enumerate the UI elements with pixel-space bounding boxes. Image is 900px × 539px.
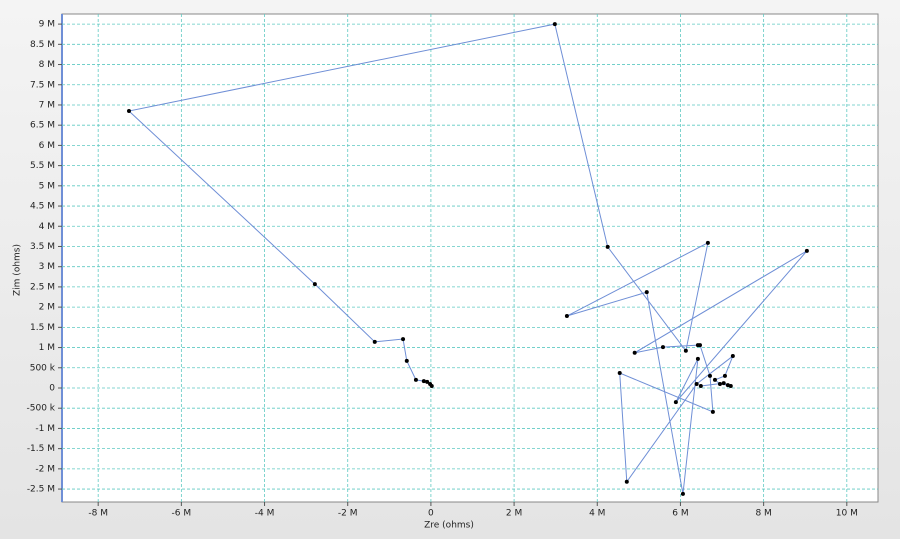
data-point	[705, 240, 710, 245]
data-point	[730, 354, 735, 359]
data-point	[710, 409, 715, 414]
data-point	[683, 348, 688, 353]
data-point	[413, 377, 418, 382]
data-point	[694, 381, 699, 386]
y-tick-label: 7.5 M	[30, 80, 55, 90]
y-tick-label: 500 k	[30, 363, 56, 373]
y-tick-label: 9 M	[39, 20, 55, 30]
y-tick-label: 5 M	[39, 181, 55, 191]
y-tick-label: 2 M	[39, 303, 55, 313]
data-point	[312, 282, 317, 287]
data-point	[605, 244, 610, 249]
data-point	[707, 373, 712, 378]
data-point	[425, 379, 430, 384]
y-tick-label: 6 M	[39, 141, 55, 151]
x-tick-label: -6 M	[172, 509, 192, 519]
data-point	[552, 22, 557, 27]
data-point	[698, 383, 703, 388]
data-point	[401, 337, 406, 342]
data-point	[712, 377, 717, 382]
data-point	[644, 290, 649, 295]
x-axis-label: Zre (ohms)	[424, 521, 474, 531]
y-tick-label: 4.5 M	[30, 202, 55, 212]
x-tick-label: 10 M	[836, 509, 858, 519]
data-point	[404, 358, 409, 363]
plot-area	[61, 13, 879, 503]
data-point	[372, 339, 377, 344]
data-point	[421, 379, 426, 384]
data-point	[717, 381, 722, 386]
data-point	[126, 109, 131, 114]
y-tick-label: -1 M	[35, 424, 55, 434]
x-tick-label: -2 M	[338, 509, 358, 519]
y-axis-label: Zim (ohms)	[13, 244, 23, 296]
y-tick-label: -2 M	[35, 464, 55, 474]
y-tick-label: 1 M	[39, 343, 55, 353]
y-tick-label: -500 k	[27, 404, 56, 414]
y-tick-label: 6.5 M	[30, 121, 55, 131]
data-point	[697, 343, 702, 348]
x-tick-label: -4 M	[255, 509, 275, 519]
y-tick-label: 2.5 M	[30, 282, 55, 292]
data-point	[428, 381, 433, 386]
data-point	[624, 479, 629, 484]
y-tick-label: 5.5 M	[30, 161, 55, 171]
y-tick-label: -2.5 M	[27, 485, 55, 495]
data-point	[564, 314, 569, 319]
data-point	[695, 356, 700, 361]
x-tick-label: 8 M	[755, 509, 771, 519]
y-tick-label: 4 M	[39, 222, 55, 232]
x-tick-label: 6 M	[672, 509, 688, 519]
data-point	[617, 371, 622, 376]
data-point	[673, 400, 678, 405]
data-point	[722, 373, 727, 378]
y-tick-label: 3.5 M	[30, 242, 55, 252]
grid: -8 M -6 M -4 M -2 M 0 2 M 4 M 6 M 8 M 10 M -2.5 M -…	[27, 14, 878, 519]
y-tick-label: 7 M	[39, 100, 55, 110]
data-point	[632, 350, 637, 355]
y-tick-label: 0	[49, 383, 55, 393]
y-tick-label: 3 M	[39, 262, 55, 272]
data-point	[728, 383, 733, 388]
y-tick-label: 1.5 M	[30, 323, 55, 333]
data-point	[721, 381, 726, 386]
y-tick-label: 8.5 M	[30, 40, 55, 50]
y-tick-label: 8 M	[39, 60, 55, 70]
x-tick-label: 2 M	[506, 509, 522, 519]
data-point	[804, 248, 809, 253]
x-tick-label: 4 M	[589, 509, 605, 519]
data-point	[660, 345, 665, 350]
x-tick-label: -8 M	[88, 509, 108, 519]
x-tick-label: 0	[428, 509, 434, 519]
y-tick-label: -1.5 M	[27, 444, 55, 454]
marks	[126, 22, 809, 496]
data-point	[680, 491, 685, 496]
